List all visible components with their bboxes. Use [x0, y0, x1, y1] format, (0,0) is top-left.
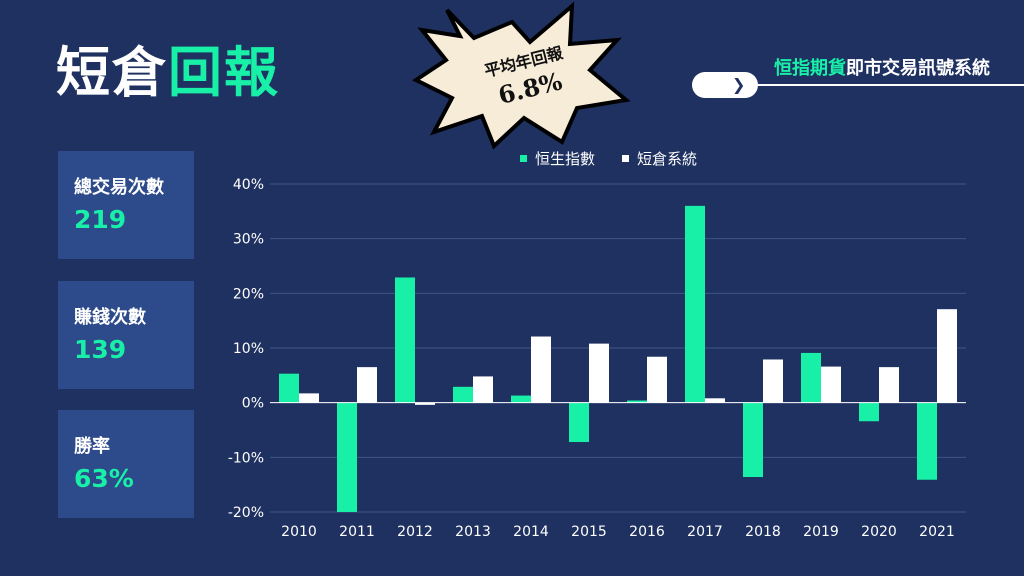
- bar-short-system: [763, 359, 783, 403]
- y-tick-label: -10%: [228, 450, 264, 466]
- bar-hsi: [395, 277, 415, 403]
- bar-hsi: [627, 400, 647, 403]
- stat-card-winning-trades: 賺錢次數 139: [58, 281, 194, 389]
- bar-short-system: [879, 367, 899, 403]
- legend-label-hsi: 恒生指數: [535, 150, 595, 168]
- y-tick-label: -20%: [228, 505, 264, 521]
- bar-short-system: [473, 376, 493, 403]
- bar-hsi: [279, 373, 299, 403]
- legend-swatch-short-system: [622, 155, 629, 162]
- x-tick-label: 2015: [571, 524, 607, 540]
- x-tick-label: 2021: [919, 524, 955, 540]
- bar-hsi: [337, 402, 357, 512]
- x-tick-label: 2018: [745, 524, 781, 540]
- stat-card-total-trades: 總交易次數 219: [58, 151, 194, 259]
- brand-arrow-button[interactable]: ❯: [692, 72, 758, 98]
- bar-short-system: [415, 402, 435, 405]
- bar-short-system: [589, 343, 609, 403]
- y-tick-label: 40%: [233, 177, 264, 193]
- x-tick-label: 2016: [629, 524, 665, 540]
- x-tick-label: 2019: [803, 524, 839, 540]
- x-tick-label: 2014: [513, 524, 549, 540]
- bar-short-system: [937, 309, 957, 403]
- burst-badge: [412, 1, 631, 150]
- bar-short-system: [357, 367, 377, 403]
- title-main: 短倉: [56, 41, 168, 104]
- brand-accent: 恒指期貨: [774, 58, 846, 79]
- stat-card-win-rate: 勝率 63%: [58, 410, 194, 518]
- y-tick-label: 30%: [233, 232, 264, 248]
- bar-hsi: [685, 205, 705, 403]
- stat-label: 賺錢次數: [74, 307, 146, 328]
- y-tick-label: 0%: [242, 396, 264, 412]
- bar-short-system: [705, 398, 725, 403]
- brand-underline: [758, 84, 1024, 86]
- bar-hsi: [859, 402, 879, 422]
- bar-short-system: [821, 366, 841, 403]
- bar-hsi: [569, 402, 589, 443]
- x-tick-label: 2012: [397, 524, 433, 540]
- stat-value: 63%: [74, 464, 134, 493]
- stat-label: 勝率: [74, 436, 110, 457]
- x-tick-label: 2010: [281, 524, 317, 540]
- stat-value: 139: [74, 335, 127, 364]
- x-tick-label: 2011: [339, 524, 375, 540]
- y-tick-label: 20%: [233, 286, 264, 302]
- bar-hsi: [801, 352, 821, 403]
- bar-short-system: [531, 336, 551, 403]
- x-tick-label: 2017: [687, 524, 723, 540]
- bar-hsi: [453, 386, 473, 403]
- stat-label: 總交易次數: [74, 177, 164, 198]
- chevron-right-icon: ❯: [732, 75, 746, 94]
- bar-hsi: [743, 402, 763, 478]
- legend-label-short-system: 短倉系統: [637, 150, 697, 168]
- brand-text: 恒指期貨即市交易訊號系統: [774, 54, 990, 80]
- title-accent: 回報: [168, 41, 280, 104]
- bar-hsi: [917, 402, 937, 480]
- brand-rest: 即市交易訊號系統: [846, 58, 990, 79]
- stat-value: 219: [74, 205, 127, 234]
- x-tick-label: 2013: [455, 524, 491, 540]
- y-tick-label: 10%: [233, 341, 264, 357]
- legend-swatch-hsi: [520, 155, 527, 162]
- burst-shape: [412, 1, 631, 150]
- bar-short-system: [299, 393, 319, 403]
- bar-short-system: [647, 356, 667, 403]
- x-tick-label: 2020: [861, 524, 897, 540]
- page-title: 短倉回報: [56, 46, 280, 100]
- bar-hsi: [511, 395, 531, 403]
